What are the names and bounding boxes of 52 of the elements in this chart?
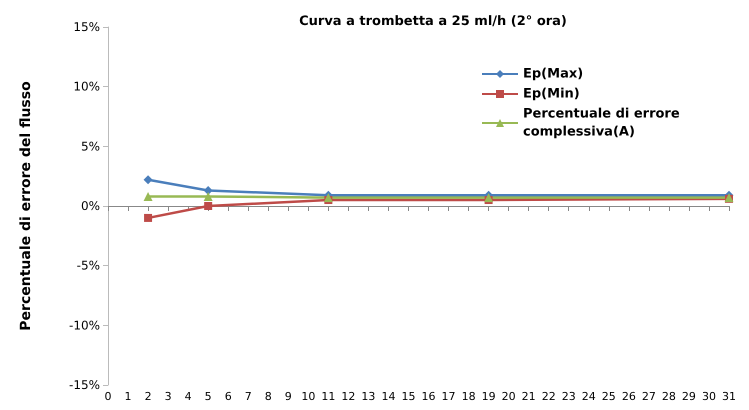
point bbox=[484, 193, 494, 202]
x-tick-label: 26 bbox=[622, 390, 636, 403]
x-tick-label: 24 bbox=[582, 390, 596, 403]
x-tick-label: 23 bbox=[562, 390, 576, 403]
point bbox=[144, 175, 153, 184]
point bbox=[144, 192, 153, 201]
x-tick-label: 3 bbox=[164, 390, 172, 403]
y-tick-label: 5% bbox=[80, 139, 100, 154]
x-tick-label: 7 bbox=[244, 390, 252, 403]
x-tick-label: 17 bbox=[442, 390, 456, 403]
x-tick-label: 19 bbox=[482, 390, 496, 403]
point bbox=[204, 192, 213, 201]
y-tick-label: 0% bbox=[80, 199, 100, 213]
y-tick-label: -15% bbox=[68, 378, 100, 392]
x-tick-label: 11 bbox=[321, 390, 336, 403]
x-tick-label: 31 bbox=[722, 390, 736, 403]
y-tick-label: 10% bbox=[73, 80, 100, 94]
x-tick-label: 16 bbox=[422, 390, 436, 403]
x-tick-label: 20 bbox=[502, 390, 516, 403]
x-tick-label: 6 bbox=[224, 390, 232, 403]
x-tick-label: 29 bbox=[682, 390, 696, 403]
x-tick-label: 10 bbox=[301, 390, 316, 403]
chart-title: Curva a trombetta a 25 ml/h (2° ora) bbox=[299, 14, 567, 29]
legend-label: Ep(Max) bbox=[523, 66, 584, 82]
point bbox=[144, 214, 152, 222]
x-tick-label: 22 bbox=[542, 390, 556, 403]
x-tick-label: 9 bbox=[284, 390, 292, 403]
x-tick-label: 5 bbox=[204, 390, 212, 403]
x-tick-label: 14 bbox=[381, 390, 396, 403]
y-tick-label: -5% bbox=[76, 258, 100, 273]
y-tick-label: 15% bbox=[73, 20, 100, 34]
point bbox=[204, 202, 212, 210]
x-tick-label: 13 bbox=[361, 390, 376, 403]
x-tick-label: 1 bbox=[124, 390, 132, 403]
x-tick-label: 0 bbox=[104, 390, 112, 403]
y-tick-label: -10% bbox=[68, 318, 100, 332]
x-tick-label: 15 bbox=[401, 390, 416, 403]
legend-label: Ep(Min) bbox=[523, 86, 580, 102]
x-tick-label: 28 bbox=[662, 390, 676, 403]
x-tick-label: 25 bbox=[602, 390, 616, 403]
x-tick-label: 18 bbox=[462, 390, 476, 403]
x-tick-label: 21 bbox=[522, 390, 536, 403]
y-axis-title: Percentuale di errore del flusso bbox=[18, 80, 34, 331]
x-tick-label: 27 bbox=[642, 390, 656, 403]
x-tick-label: 2 bbox=[144, 390, 152, 403]
x-tick-label: 12 bbox=[341, 390, 356, 403]
point bbox=[324, 193, 333, 202]
x-tick-label: 4 bbox=[184, 390, 192, 403]
x-tick-label: 8 bbox=[264, 390, 272, 403]
x-tick-label: 30 bbox=[702, 390, 716, 403]
legend-label: Percentuale di errore complessiva(A) bbox=[523, 106, 680, 140]
point bbox=[204, 186, 213, 195]
